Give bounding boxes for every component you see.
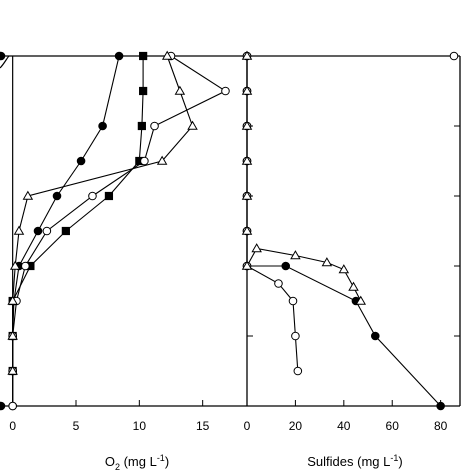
data-point-circle bbox=[370, 331, 380, 341]
sulfide-x-tick-label: 0 bbox=[244, 419, 251, 433]
sulfide-series-line bbox=[246, 56, 299, 372]
data-point-triangle bbox=[241, 85, 253, 95]
o2-x-tick-label: 5 bbox=[73, 419, 80, 433]
o2-x-axis-title: O2 (mg L-1) bbox=[105, 453, 169, 472]
data-point-circle bbox=[8, 401, 17, 411]
sulfide-x-axis-title: Sulfides (mg L-1) bbox=[307, 453, 402, 469]
sulfide-x-tick-label: 60 bbox=[386, 419, 400, 433]
data-point-circle bbox=[436, 401, 445, 411]
data-point-circle bbox=[140, 156, 149, 166]
data-point-triangle bbox=[9, 260, 21, 270]
data-point-circle bbox=[33, 226, 43, 236]
data-point-circle bbox=[274, 279, 283, 288]
data-point-circle bbox=[221, 86, 230, 96]
data-point-triangle bbox=[355, 295, 367, 305]
data-point-square bbox=[139, 86, 148, 96]
o2-x-axis-title-unit: (mg L bbox=[120, 454, 157, 469]
o2-x-axis-title-superscript: -1 bbox=[157, 453, 165, 463]
o2-series-line bbox=[12, 55, 194, 371]
data-point-circle bbox=[52, 191, 62, 201]
data-point-triangle bbox=[7, 295, 18, 305]
sulfide-x-tick-label: 20 bbox=[289, 419, 303, 433]
data-point-square bbox=[137, 121, 146, 131]
o2-x-tick-label: 10 bbox=[133, 419, 147, 433]
data-point-square bbox=[61, 226, 70, 236]
o2-x-axis-title-close: ) bbox=[165, 454, 169, 469]
data-point-triangle bbox=[241, 260, 253, 270]
data-point-circle bbox=[88, 191, 97, 201]
data-point-circle bbox=[291, 331, 300, 341]
sulfide-x-axis-title-close: ) bbox=[398, 454, 402, 469]
sulfide-x-axis-title-main: Sulfides (mg L bbox=[307, 454, 390, 469]
o2-x-tick-label: 15 bbox=[196, 419, 210, 433]
sulfide-x-tick-label: 40 bbox=[337, 419, 351, 433]
data-point-triangle bbox=[348, 281, 359, 291]
data-point-triangle bbox=[251, 243, 262, 253]
data-point-circle bbox=[42, 226, 52, 236]
data-point-circle bbox=[150, 121, 159, 131]
data-point-triangle bbox=[13, 225, 25, 235]
data-point-circle bbox=[281, 261, 291, 271]
data-point-circle bbox=[0, 401, 6, 411]
data-point-triangle bbox=[241, 190, 253, 200]
data-point-triangle bbox=[174, 85, 186, 95]
data-point-triangle bbox=[241, 155, 253, 165]
o2-x-axis-title-subscript: 2 bbox=[115, 462, 120, 472]
data-point-triangle bbox=[321, 257, 333, 267]
data-point-square bbox=[104, 191, 114, 201]
o2-series-line bbox=[12, 56, 144, 371]
data-point-circle bbox=[98, 121, 107, 131]
data-point-circle bbox=[114, 51, 124, 61]
data-point-triangle bbox=[241, 120, 253, 130]
data-point-circle bbox=[288, 296, 298, 306]
data-point-triangle bbox=[7, 330, 18, 340]
o2-x-axis-title-main: O bbox=[105, 454, 115, 469]
sulfide-x-tick-label: 80 bbox=[434, 419, 448, 433]
sulfide-x-axis-title-superscript: -1 bbox=[390, 453, 398, 463]
data-point-circle bbox=[0, 51, 6, 61]
data-point-triangle bbox=[156, 155, 168, 165]
data-point-triangle bbox=[7, 365, 18, 375]
data-point-triangle bbox=[290, 250, 301, 260]
data-point-circle bbox=[76, 156, 86, 166]
data-point-circle bbox=[449, 51, 459, 61]
data-point-triangle bbox=[241, 225, 253, 235]
data-point-triangle bbox=[187, 120, 198, 130]
data-point-triangle bbox=[161, 50, 173, 60]
data-point-square bbox=[139, 51, 148, 61]
o2-x-tick-label: 0 bbox=[9, 419, 16, 433]
data-point-triangle bbox=[338, 264, 350, 274]
data-point-circle bbox=[293, 366, 303, 376]
data-point-triangle bbox=[241, 50, 253, 60]
cropped-curve-fragment bbox=[0, 55, 10, 69]
sulfide-series-line bbox=[246, 56, 442, 407]
data-point-circle bbox=[21, 261, 30, 271]
marker-layer bbox=[0, 50, 459, 411]
data-point-triangle bbox=[22, 190, 34, 200]
